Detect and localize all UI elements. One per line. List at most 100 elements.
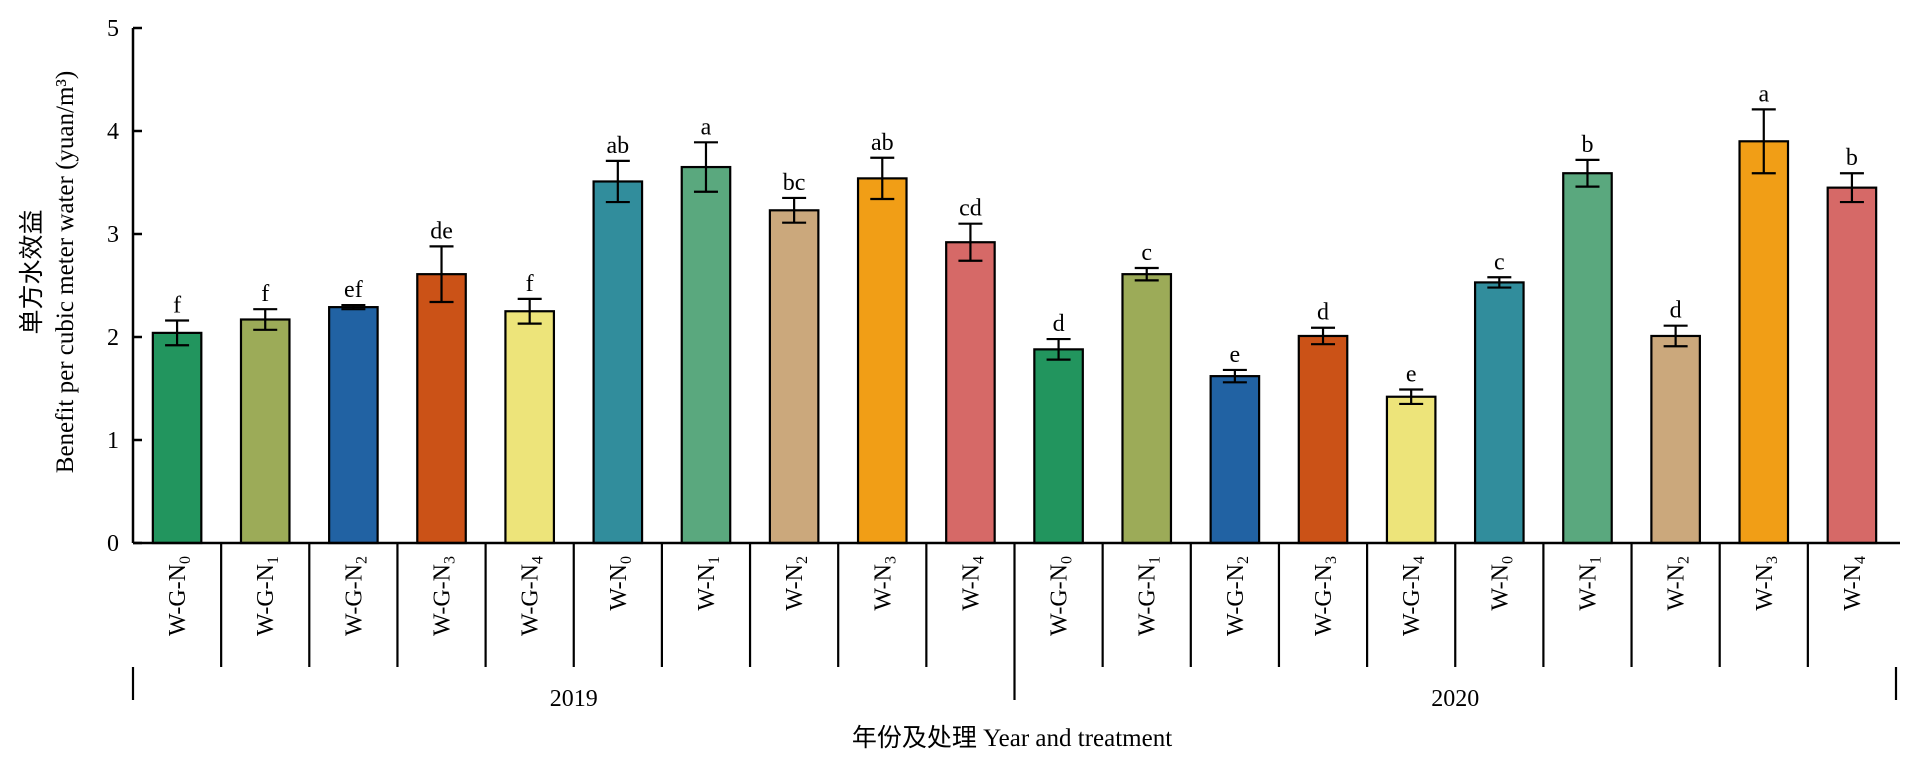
- category-label: W-G-N2: [1223, 556, 1252, 636]
- bar-1-W-N1: [680, 165, 732, 545]
- category-label-base: W-N: [1752, 564, 1778, 611]
- category-label-subscript: 3: [442, 556, 459, 564]
- significance-label: cd: [959, 196, 982, 222]
- bar-1-W-N2: [768, 209, 820, 545]
- category-label: W-N0: [606, 556, 635, 611]
- y-tick-label: 3: [107, 222, 119, 248]
- y-tick-label: 4: [107, 119, 119, 145]
- category-label-subscript: 3: [882, 556, 899, 564]
- category-label-subscript: 4: [1411, 556, 1428, 564]
- significance-label: c: [1141, 240, 1152, 266]
- category-label-base: W-G-N: [341, 564, 367, 636]
- bar-2-W-G-N0: [1033, 348, 1084, 545]
- category-label-base: W-N: [1487, 564, 1513, 611]
- bar-2-W-N1: [1562, 172, 1613, 545]
- significance-label: e: [1230, 342, 1241, 368]
- significance-label: d: [1670, 298, 1682, 324]
- bar-1-W-N4: [945, 241, 996, 545]
- category-label: W-N3: [870, 556, 899, 611]
- error-bar: [1663, 324, 1688, 348]
- significance-label: d: [1317, 300, 1329, 326]
- category-label-base: W-G-N: [1047, 564, 1073, 636]
- category-label-subscript: 1: [706, 556, 723, 564]
- error-bar: [517, 297, 542, 325]
- significance-label: f: [261, 281, 269, 307]
- category-label-base: W-N: [1664, 564, 1690, 611]
- error-bar: [1222, 368, 1247, 384]
- y-tick-label: 2: [107, 325, 119, 351]
- group-labels-layer: 2019 2020: [131, 667, 1898, 712]
- bar-2-W-G-N3: [1297, 334, 1349, 545]
- bar-2-W-G-N1: [1121, 273, 1173, 545]
- error-bar: [1311, 326, 1336, 346]
- error-bar: [253, 308, 278, 331]
- category-label-base: W-N: [1840, 564, 1866, 611]
- bars-layer: [151, 140, 1878, 545]
- category-label-base: W-N: [1575, 564, 1601, 611]
- category-label-subscript: 0: [1059, 556, 1076, 564]
- error-bar: [958, 222, 983, 262]
- bar-1-W-G-N3: [416, 273, 467, 545]
- category-label: W-G-N1: [253, 556, 282, 636]
- bar-1-W-G-N1: [239, 318, 291, 545]
- category-label-subscript: 4: [530, 556, 547, 564]
- group-label-2020: 2020: [1431, 686, 1479, 712]
- significance-label: d: [1053, 311, 1065, 337]
- error-bar: [782, 196, 807, 224]
- category-label: W-N1: [694, 556, 723, 611]
- bar-2-W-N4: [1826, 186, 1878, 545]
- category-label: W-N4: [958, 556, 987, 611]
- bar-1-W-G-N4: [504, 310, 556, 545]
- significance-label: f: [173, 293, 181, 319]
- category-label-subscript: 2: [794, 556, 811, 564]
- category-label-subscript: 1: [1587, 556, 1604, 564]
- error-bar: [429, 245, 454, 304]
- y-axis-title-chinese: 单方水效益: [18, 209, 46, 334]
- bar-1-W-N3: [856, 177, 908, 545]
- bar-2-W-N2: [1650, 334, 1701, 545]
- significance-label: bc: [783, 170, 806, 196]
- error-bar: [1751, 108, 1776, 175]
- category-label-base: W-N: [694, 564, 720, 611]
- category-label-base: W-N: [958, 564, 984, 611]
- error-bar: [1839, 172, 1864, 204]
- error-bar: [1046, 337, 1071, 361]
- significance-label: e: [1406, 362, 1417, 388]
- y-axis-title-english: Benefit per cubic meter water (yuan/m³): [52, 71, 79, 473]
- error-bar: [1575, 158, 1600, 188]
- category-label-base: W-G-N: [1223, 564, 1249, 636]
- category-label-base: W-G-N: [253, 564, 279, 636]
- category-label-subscript: 0: [177, 556, 194, 564]
- significance-label: ab: [871, 130, 894, 156]
- category-label-subscript: 3: [1323, 556, 1340, 564]
- category-label-base: W-G-N: [518, 564, 544, 636]
- category-label-subscript: 1: [1147, 556, 1164, 564]
- significance-label: ab: [606, 133, 629, 159]
- bar-2-W-G-N2: [1209, 375, 1261, 545]
- category-label-base: W-N: [606, 564, 632, 611]
- category-label-subscript: 1: [265, 556, 282, 564]
- y-tick-label: 5: [107, 16, 119, 42]
- category-label: W-G-N3: [430, 556, 459, 636]
- error-bar: [1399, 388, 1424, 406]
- error-bar: [693, 141, 718, 193]
- bar-1-W-N0: [592, 180, 644, 545]
- category-label: W-N1: [1575, 556, 1604, 611]
- error-bar: [605, 159, 630, 204]
- significance-label: ef: [344, 277, 363, 303]
- significance-label: a: [1758, 81, 1769, 107]
- category-label: W-G-N0: [165, 556, 194, 636]
- category-label: W-G-N2: [341, 556, 370, 636]
- significance-label: c: [1494, 249, 1505, 275]
- bar-1-W-G-N2: [328, 306, 379, 545]
- category-label-subscript: 2: [353, 556, 370, 564]
- category-label-base: W-N: [782, 564, 808, 611]
- significance-label: b: [1581, 132, 1593, 158]
- category-label: W-N3: [1752, 556, 1781, 611]
- category-label: W-G-N4: [1399, 556, 1428, 636]
- significance-label: a: [701, 114, 712, 140]
- significance-label: de: [430, 218, 453, 244]
- category-label-subscript: 4: [1852, 556, 1869, 564]
- category-label-subscript: 0: [1499, 556, 1516, 564]
